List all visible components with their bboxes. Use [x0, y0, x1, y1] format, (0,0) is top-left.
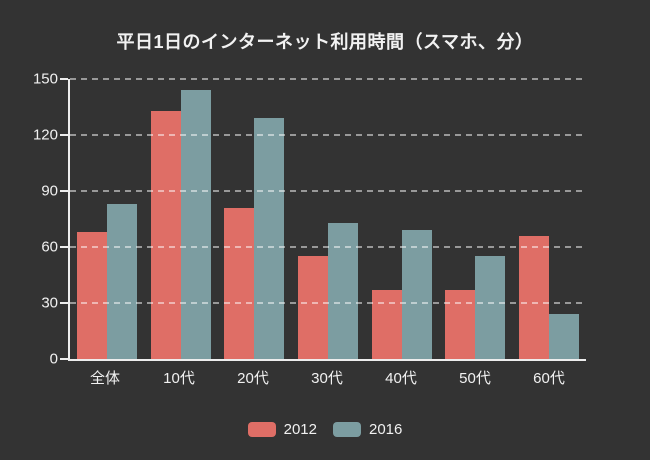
y-axis-label-120: 120	[32, 126, 58, 144]
legend-swatch-2016	[333, 422, 361, 437]
y-axis-label-30: 30	[41, 294, 58, 312]
bar-group-1	[70, 79, 144, 359]
bar-2012-60代	[519, 235, 550, 359]
legend-label-2016: 2016	[369, 421, 403, 438]
bar-2016-10代	[180, 90, 211, 359]
y-axis-label-150: 150	[32, 70, 58, 88]
x-axis-labels: 全体 10代 20代 30代 40代 50代 60代	[68, 367, 586, 388]
bar-2016-40代	[401, 230, 432, 359]
y-axis-tick-150	[60, 78, 68, 80]
bar-2016-20代	[254, 118, 285, 359]
y-axis-tick-90	[60, 190, 68, 192]
bar-2016-60代	[549, 314, 580, 359]
x-axis-label-2: 10代	[163, 370, 195, 387]
y-axis-label-90: 90	[41, 182, 58, 200]
y-axis-label-0: 0	[49, 350, 58, 368]
x-axis-label-7: 60代	[533, 370, 565, 387]
x-axis-label-3: 20代	[237, 370, 269, 387]
y-axis-tick-0	[60, 358, 68, 360]
bar-group-2	[144, 79, 218, 359]
bar-groups	[70, 79, 586, 359]
x-axis-label-4: 30代	[311, 370, 343, 387]
bar-2012-10代	[150, 110, 181, 359]
bar-2016-50代	[475, 256, 506, 359]
legend-label-2012: 2012	[283, 421, 317, 438]
x-axis-label-1: 全体	[89, 370, 120, 387]
legend-item-2016: 2016	[333, 421, 402, 438]
bar-2012-20代	[224, 207, 255, 359]
bar-2016-全体	[106, 204, 137, 359]
bar-2012-30代	[298, 256, 329, 359]
bar-group-6	[439, 79, 513, 359]
bar-2016-30代	[328, 222, 359, 359]
y-axis-label-60: 60	[41, 238, 58, 256]
plot-area: 0 30 60 90 120 150	[33, 72, 586, 367]
bar-group-4	[291, 79, 365, 359]
bar-group-5	[365, 79, 439, 359]
y-axis-tick-120	[60, 134, 68, 136]
x-axis-label-6: 50代	[459, 370, 491, 387]
legend-item-2012: 2012	[247, 421, 317, 438]
bar-group-3	[217, 79, 291, 359]
bar-2012-全体	[76, 232, 107, 359]
bar-group-7	[512, 79, 586, 359]
y-axis-tick-30	[60, 302, 68, 304]
legend-swatch-2012	[247, 422, 276, 437]
x-axis-label-5: 40代	[385, 370, 417, 387]
y-axis-tick-60	[60, 246, 68, 248]
legend: 2012 2016	[0, 421, 650, 438]
chart-title: 平日1日のインターネット利用時間（スマホ、分）	[116, 32, 534, 52]
bar-2012-40代	[371, 289, 402, 359]
bar-2012-50代	[445, 289, 476, 359]
